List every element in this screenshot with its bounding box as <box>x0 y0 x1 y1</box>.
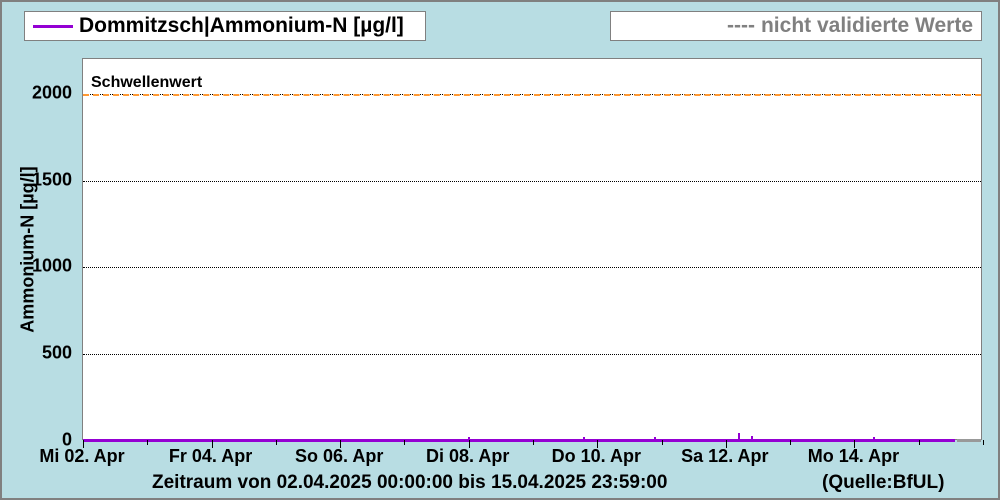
footer-source-label: (Quelle:BfUL) <box>822 472 944 494</box>
series-tail <box>957 439 981 442</box>
series-line <box>83 439 955 442</box>
series-spike <box>751 436 753 442</box>
x-tick-label: Do 10. Apr <box>552 446 641 467</box>
series-spike <box>654 437 656 442</box>
series-spike <box>583 437 585 442</box>
x-tick-label: Sa 12. Apr <box>681 446 768 467</box>
x-tick-minor-mark <box>919 440 920 445</box>
x-tick-label: Mo 14. Apr <box>808 446 899 467</box>
legend-series-label: Dommitzsch|Ammonium-N [µg/l] <box>79 14 404 38</box>
threshold-label: Schwellenwert <box>91 74 202 92</box>
x-tick-minor-mark <box>790 440 791 445</box>
gridline <box>83 181 981 182</box>
x-tick-label: Fr 04. Apr <box>169 446 252 467</box>
chart-container: Dommitzsch|Ammonium-N [µg/l] ---- nicht … <box>0 0 1000 500</box>
y-tick-label: 500 <box>42 343 72 364</box>
legend-main: Dommitzsch|Ammonium-N [µg/l] <box>24 11 426 41</box>
x-tick-label: Di 08. Apr <box>426 446 509 467</box>
legend-inactive-label: nicht validierte Werte <box>761 14 973 38</box>
x-tick-minor-mark <box>147 440 148 445</box>
x-tick-minor-mark <box>983 440 984 445</box>
x-tick-label: So 06. Apr <box>295 446 383 467</box>
series-spike <box>873 437 875 442</box>
y-tick-label: 1500 <box>32 169 72 190</box>
threshold-line <box>83 94 981 96</box>
x-tick-label: Mi 02. Apr <box>39 446 124 467</box>
x-tick-minor-mark <box>533 440 534 445</box>
y-tick-label: 2000 <box>32 82 72 103</box>
footer-range-label: Zeitraum von 02.04.2025 00:00:00 bis 15.… <box>152 472 667 494</box>
plot-area: Schwellenwert <box>82 58 982 440</box>
gridline <box>83 354 981 355</box>
gridline <box>83 267 981 268</box>
x-tick-minor-mark <box>404 440 405 445</box>
x-tick-minor-mark <box>662 440 663 445</box>
legend-inactive: ---- nicht validierte Werte <box>610 11 982 41</box>
legend-inactive-dash: ---- <box>727 14 755 38</box>
legend-series-swatch <box>33 25 73 28</box>
y-tick-label: 1000 <box>32 256 72 277</box>
series-spike <box>738 433 740 442</box>
x-tick-minor-mark <box>276 440 277 445</box>
